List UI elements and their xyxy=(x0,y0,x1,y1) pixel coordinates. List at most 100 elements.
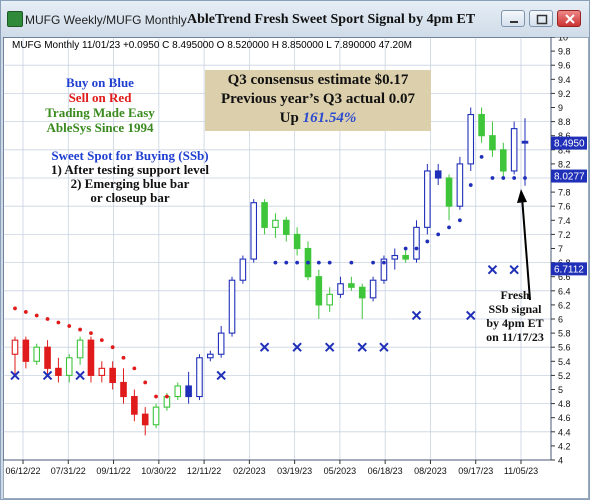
y-tick-label: 9.6 xyxy=(558,61,571,71)
price-bar xyxy=(55,357,62,383)
bar-body xyxy=(521,140,529,144)
bar-body xyxy=(152,406,160,426)
close-icon xyxy=(565,14,575,24)
title-bar: MUFG Weekly/MUFG Monthly AbleTrend Fresh… xyxy=(1,1,589,37)
bar-body xyxy=(196,357,203,398)
x-tick-label: 06/18/23 xyxy=(368,466,403,476)
support-dot xyxy=(447,225,451,230)
x-marker xyxy=(466,310,476,321)
minimize-button[interactable] xyxy=(501,10,525,27)
support-dot xyxy=(512,176,517,180)
price-bar xyxy=(174,382,182,401)
minimize-icon xyxy=(510,21,518,23)
price-bar xyxy=(217,326,225,358)
app-icon xyxy=(7,11,23,27)
price-bar xyxy=(239,255,247,284)
price-chart[interactable]: 44.24.44.64.855.25.45.65.866.26.46.66.87… xyxy=(3,37,587,497)
x-tick-label: 05/2023 xyxy=(324,466,357,476)
x-marker xyxy=(216,370,226,381)
bar-body xyxy=(391,255,399,260)
fresh-signal-note: Fresh SSb signal by 4pm ET on 11/17/23 xyxy=(470,288,560,344)
support-dot xyxy=(295,260,300,265)
resistance-dot xyxy=(165,394,169,399)
x-marker xyxy=(75,370,85,381)
chart-info-line: MUFG Monthly 11/01/23 +0.0950 C 8.495000… xyxy=(12,40,413,51)
y-tick-label: 8.6 xyxy=(558,131,571,141)
price-bar xyxy=(196,354,203,401)
bar-body xyxy=(413,226,420,260)
x-marker xyxy=(509,264,519,275)
support-dot xyxy=(403,246,408,251)
fresh-line3: by 4pm ET xyxy=(486,316,544,330)
y-tick-label: 7.2 xyxy=(558,230,571,240)
resistance-dot xyxy=(23,310,28,314)
bar-body xyxy=(109,367,116,384)
y-tick-label: 4.6 xyxy=(558,413,571,423)
y-tick-label: 10 xyxy=(558,37,568,43)
bar-body xyxy=(478,114,485,137)
y-tick-label: 7.4 xyxy=(558,216,571,226)
legend-since: AbleSys Since 1994 xyxy=(46,120,154,135)
x-marker xyxy=(42,370,53,381)
consensus-up-value: 161.54% xyxy=(302,110,357,126)
price-bar xyxy=(521,118,529,186)
maximize-icon xyxy=(536,14,548,25)
price-bar xyxy=(228,276,236,337)
consensus-line2: Previous year’s Q3 actual 0.07 xyxy=(221,91,415,107)
support-dot xyxy=(382,260,386,265)
bar-body xyxy=(185,385,192,398)
bar-body xyxy=(131,395,138,415)
y-tick-label: 7.8 xyxy=(558,188,571,198)
signal-arrow xyxy=(517,189,531,301)
x-marker xyxy=(259,342,270,352)
y-tick-label: 4.2 xyxy=(558,441,571,451)
stop-price-label: 8.0277 xyxy=(554,172,585,183)
x-marker xyxy=(379,342,389,352)
bar-body xyxy=(434,170,442,179)
x-marker xyxy=(10,370,20,381)
bar-body xyxy=(369,279,377,299)
bar-body xyxy=(76,339,84,359)
maximize-button[interactable] xyxy=(529,10,553,27)
x-marker xyxy=(324,342,335,352)
price-bar xyxy=(33,343,41,365)
resistance-dot xyxy=(34,313,39,318)
resistance-dot xyxy=(121,355,126,360)
support-dot xyxy=(284,260,289,265)
y-tick-label: 8.2 xyxy=(558,159,571,169)
bar-body xyxy=(293,233,301,250)
resistance-dot xyxy=(67,324,72,328)
y-tick-label: 5 xyxy=(558,385,563,395)
x-tick-label: 09/11/22 xyxy=(96,466,130,476)
y-tick-label: 7 xyxy=(558,244,563,254)
bar-body xyxy=(228,279,236,334)
support-dot xyxy=(457,218,462,223)
bar-body xyxy=(33,346,41,362)
consensus-line1: Q3 consensus estimate $0.17 xyxy=(227,72,409,88)
price-bar xyxy=(87,336,95,383)
stop-price-tag: 8.0277 xyxy=(551,169,587,183)
price-bar xyxy=(272,213,279,238)
y-tick-label: 9.2 xyxy=(558,89,571,99)
y-tick-label: 4.4 xyxy=(558,427,571,437)
fresh-line2: SSb signal xyxy=(488,302,542,316)
price-bar xyxy=(109,361,116,390)
price-bar xyxy=(424,163,431,235)
y-axis: 44.24.44.64.855.25.45.65.866.26.46.66.87… xyxy=(551,37,571,466)
x-marker xyxy=(357,342,367,352)
price-bar xyxy=(98,361,106,383)
price-bar xyxy=(358,283,366,319)
price-bar xyxy=(456,156,464,210)
y-tick-label: 5.6 xyxy=(558,343,571,353)
x-marker xyxy=(411,310,422,321)
price-bar xyxy=(141,407,149,436)
bar-body xyxy=(402,255,409,260)
price-bar xyxy=(152,403,160,429)
y-tick-label: 6.4 xyxy=(558,286,571,296)
sweet-spot-line2: 2) Emerging blue bar xyxy=(70,176,190,191)
price-bar xyxy=(185,371,192,404)
consensus-box: Q3 consensus estimate $0.17 Previous yea… xyxy=(205,70,431,131)
price-bar xyxy=(499,142,507,178)
price-bar xyxy=(65,354,73,383)
close-button[interactable] xyxy=(557,10,581,27)
